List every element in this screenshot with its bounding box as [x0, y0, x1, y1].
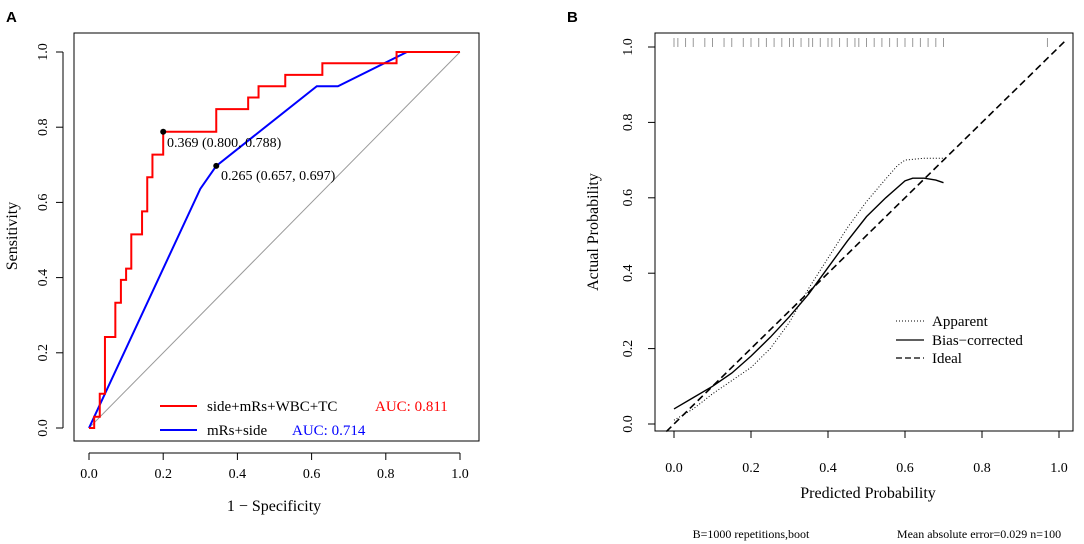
panel-b-plot-area [665, 38, 1068, 433]
a-y-tick-label: 0.4 [36, 269, 51, 287]
panel-b-x-axis: 0.0 0.2 0.4 0.6 0.8 1.0 [665, 431, 1068, 476]
b-x-tick-label: 0.0 [665, 461, 683, 476]
a-y-tick-label: 0.8 [36, 118, 51, 136]
panel-b-y-label: Actual Probability [585, 173, 602, 291]
legend-auc-blue: AUC: 0.714 [292, 423, 366, 439]
b-x-tick-label: 0.2 [742, 461, 760, 476]
panel-a-y-label: Sensitivity [4, 202, 21, 270]
b-x-tick-label: 0.4 [819, 461, 837, 476]
a-x-tick-label: 0.2 [154, 467, 172, 482]
panel-a-annotation-red: 0.369 (0.800, 0.788) [167, 136, 282, 151]
b-x-tick-label: 0.6 [896, 461, 914, 476]
legend-auc-red: AUC: 0.811 [375, 399, 448, 415]
legend-label-apparent: Apparent [932, 314, 989, 330]
panel-b-y-axis: 0.0 0.2 0.4 0.6 0.8 1.0 [621, 38, 655, 433]
a-x-tick-label: 0.8 [377, 467, 395, 482]
legend-label-bias-corrected: Bias−corrected [932, 333, 1023, 349]
panel-b-footer-right: Mean absolute error=0.029 n=100 [897, 527, 1061, 541]
a-y-tick-label: 1.0 [36, 43, 51, 61]
b-y-tick-label: 0.4 [621, 264, 636, 282]
b-series-line-solid [673, 177, 944, 410]
panel-a-plot-area [88, 51, 461, 429]
panel-b-plot-frame [654, 32, 1074, 432]
a-y-tick-label: 0.2 [36, 344, 51, 362]
a-threshold-point [160, 128, 167, 135]
a-y-tick-label: 0.0 [36, 419, 51, 437]
b-series-line-dashed [665, 38, 1068, 433]
panel-b-footer-left: B=1000 repetitions,boot [693, 527, 810, 541]
legend-label-red: side+mRs+WBC+TC [207, 399, 337, 415]
b-y-tick-label: 0.8 [621, 114, 636, 131]
panel-a-annotation-blue: 0.265 (0.657, 0.697) [221, 169, 336, 184]
a-reference-diagonal [88, 51, 461, 429]
panel-b-rug-marks [673, 38, 1048, 47]
panel-a-roc-chart: A 0.0 0.2 0.4 0.6 0.8 1.0 0.00.20.40.60.81.0 … [4, 9, 480, 515]
panel-a-y-axis: 0.0 0.2 0.4 0.6 0.8 1.0 [36, 43, 64, 437]
b-y-tick-label: 0.2 [621, 340, 636, 358]
b-x-tick-label: 1.0 [1050, 461, 1068, 476]
panel-a-x-label: 1 − Specificity [227, 498, 321, 515]
a-threshold-point [213, 162, 220, 169]
b-y-tick-label: 0.0 [621, 415, 636, 433]
panel-b-label: B [567, 9, 578, 26]
panel-a-label: A [6, 9, 17, 26]
panel-b-calibration-chart: B 0.0 0.2 0.4 0.6 0.8 1.0 0.00.20.40.60.81.0 … [567, 9, 1074, 541]
b-x-tick-label: 0.8 [973, 461, 991, 476]
panel-b-legend: Apparent Bias−corrected Ideal [896, 314, 1023, 367]
b-y-tick-label: 1.0 [621, 38, 636, 56]
a-x-tick-label: 0.4 [229, 467, 247, 482]
legend-label-blue: mRs+side [207, 423, 267, 439]
panel-a-legend: side+mRs+WBC+TC AUC: 0.811 mRs+side AUC:… [160, 399, 448, 439]
panel-b-x-label: Predicted Probability [800, 485, 936, 502]
b-series-line-dotted [673, 157, 944, 421]
a-x-tick-label: 1.0 [451, 467, 469, 482]
a-y-tick-label: 0.6 [36, 194, 51, 212]
a-series-line-red [89, 51, 460, 429]
panel-a-plot-frame [73, 32, 480, 442]
legend-label-ideal: Ideal [932, 351, 962, 367]
panel-a-x-axis: 0.0 0.2 0.4 0.6 0.8 1.0 [80, 452, 469, 482]
a-x-tick-label: 0.6 [303, 467, 321, 482]
b-y-tick-label: 0.6 [621, 189, 636, 207]
a-x-tick-label: 0.0 [80, 467, 98, 482]
